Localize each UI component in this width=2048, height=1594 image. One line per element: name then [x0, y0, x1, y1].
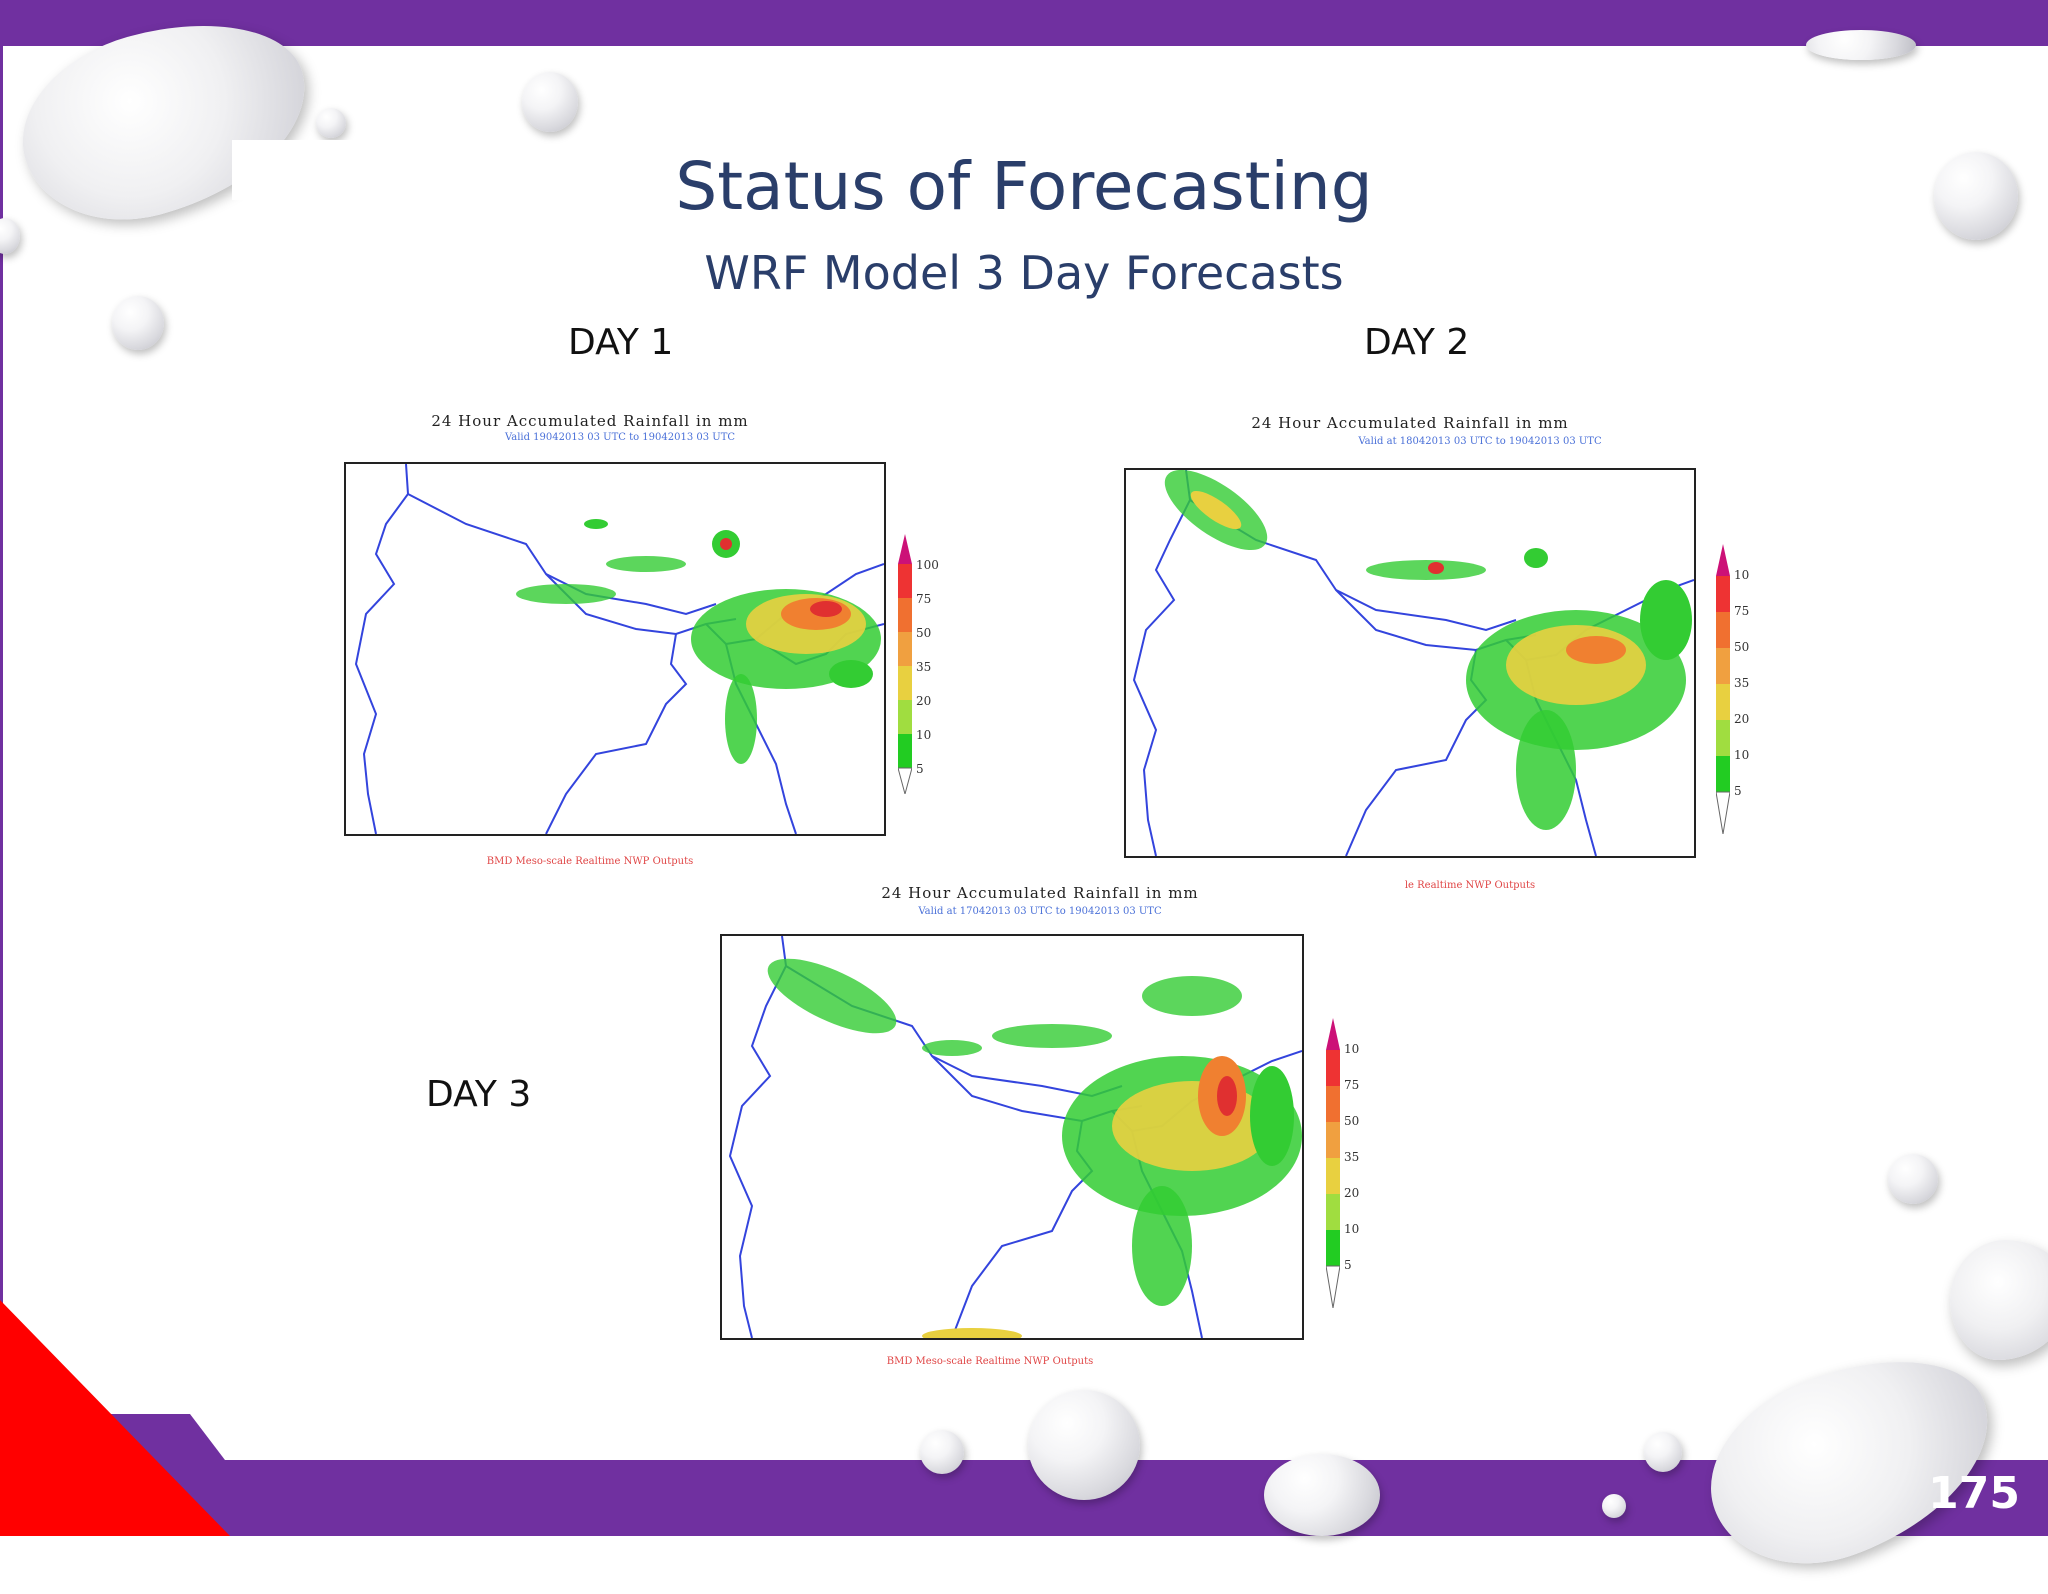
map-title: 24 Hour Accumulated Rainfall in mm: [1251, 414, 1569, 432]
bottom-bar: [0, 1460, 2048, 1536]
colorbar-label: 10: [1344, 1042, 1360, 1056]
day3-colorbar: 10 75 50 35 20 10 5: [1326, 1018, 1386, 1308]
colorbar-label: 35: [1734, 676, 1750, 690]
colorbar-label: 10: [1734, 748, 1750, 762]
map-valid-time: Valid at 17042013 03 UTC to 19042013 03 …: [918, 906, 1162, 917]
day1-map-panel: 24 Hour Accumulated Rainfall in mm Valid…: [320, 412, 960, 872]
left-edge-bar: [0, 46, 3, 1306]
map-credit: BMD Meso-scale Realtime NWP Outputs: [886, 1356, 1094, 1367]
colorbar-label: 10: [1344, 1222, 1360, 1236]
water-drop-decoration: [1934, 152, 2018, 240]
water-drop-decoration: [316, 108, 346, 138]
water-drop-decoration: [1264, 1454, 1380, 1536]
map-title: 24 Hour Accumulated Rainfall in mm: [431, 412, 749, 430]
page-number: 175: [1928, 1468, 2020, 1519]
colorbar-label: 50: [1734, 640, 1750, 654]
day1-label: DAY 1: [568, 322, 674, 363]
colorbar-label: 75: [1344, 1078, 1360, 1092]
water-drop-decoration: [1683, 1325, 2019, 1594]
water-drop-decoration: [1028, 1390, 1140, 1500]
colorbar-label: 35: [916, 660, 932, 674]
logo-placeholder: [232, 140, 352, 200]
day2-map-panel: 24 Hour Accumulated Rainfall in mm Valid…: [1100, 414, 1780, 894]
colorbar-label: 20: [1344, 1186, 1360, 1200]
map-valid-time: Valid at 18042013 03 UTC to 19042013 03 …: [1358, 436, 1602, 447]
colorbar-label: 35: [1344, 1150, 1360, 1164]
colorbar-label: 20: [1734, 712, 1750, 726]
day3-rainfall-map: [720, 934, 1304, 1340]
colorbar-label: 5: [1734, 784, 1742, 798]
day2-label: DAY 2: [1364, 322, 1470, 363]
water-drop-decoration: [522, 72, 578, 132]
water-drop-decoration: [1644, 1432, 1682, 1472]
colorbar-label: 10: [1734, 568, 1750, 582]
slide-title: Status of Forecasting: [675, 148, 1373, 225]
day2-colorbar: 10 75 50 35 20 10 5: [1716, 544, 1776, 834]
water-drop-decoration: [1950, 1240, 2048, 1360]
water-drop-decoration: [0, 218, 20, 254]
map-title: 24 Hour Accumulated Rainfall in mm: [881, 884, 1199, 902]
colorbar-label: 20: [916, 694, 932, 708]
colorbar-label: 5: [1344, 1258, 1352, 1272]
map-valid-time: Valid 19042013 03 UTC to 19042013 03 UTC: [504, 432, 736, 443]
top-bar: [0, 0, 2048, 46]
water-drop-decoration: [1602, 1494, 1626, 1518]
day1-rainfall-map: [344, 462, 886, 836]
colorbar-label: 75: [916, 592, 932, 606]
water-drop-decoration: [920, 1430, 964, 1474]
map-credit: BMD Meso-scale Realtime NWP Outputs: [486, 856, 694, 867]
map-credit: le Realtime NWP Outputs: [1404, 880, 1536, 891]
day1-colorbar: 100 75 50 35 20 10 5: [898, 534, 958, 794]
colorbar-label: 10: [916, 728, 932, 742]
day3-label: DAY 3: [426, 1074, 532, 1115]
colorbar-label: 100: [916, 558, 939, 572]
day3-map-panel: 24 Hour Accumulated Rainfall in mm Valid…: [690, 882, 1390, 1372]
water-drop-decoration: [1888, 1154, 1938, 1204]
colorbar-label: 50: [916, 626, 932, 640]
water-drop-decoration: [112, 296, 164, 350]
colorbar-label: 75: [1734, 604, 1750, 618]
colorbar-label: 5: [916, 762, 924, 776]
slide-subtitle: WRF Model 3 Day Forecasts: [704, 246, 1344, 300]
colorbar-label: 50: [1344, 1114, 1360, 1128]
water-drop-decoration: [1806, 30, 1916, 60]
day2-rainfall-map: [1124, 468, 1696, 858]
